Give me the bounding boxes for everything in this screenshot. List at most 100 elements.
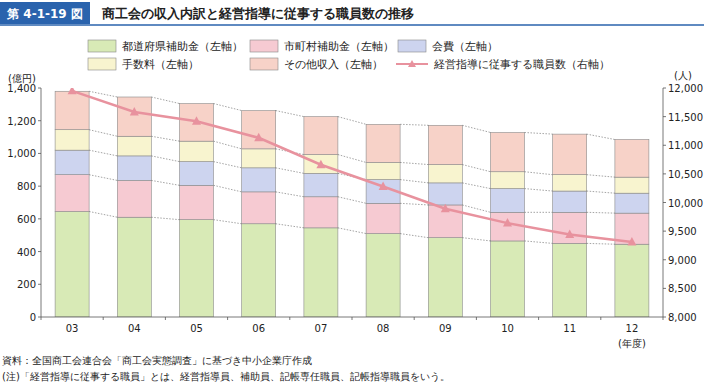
connector-line	[276, 168, 304, 174]
bar-segment	[55, 91, 89, 129]
title-rule	[0, 24, 704, 26]
bar-segment	[491, 241, 525, 317]
x-tick	[538, 317, 539, 320]
y-tick-label: 400	[17, 247, 36, 258]
y2-tick	[663, 88, 666, 89]
y2-tick-label: 9,000	[668, 255, 697, 266]
connector-line	[89, 150, 117, 156]
line-marker	[503, 218, 512, 227]
line-marker	[565, 230, 574, 239]
line-marker	[316, 160, 325, 169]
x-tick-label: 03	[66, 323, 79, 334]
line-marker	[254, 133, 263, 142]
connector-line	[462, 165, 490, 172]
legend-label: 都道府県補助金（左軸）	[122, 40, 243, 53]
legend-marker	[408, 60, 416, 67]
bar-segment	[55, 211, 89, 317]
connector-line	[151, 180, 179, 185]
y-tick	[38, 284, 41, 285]
bar-segment	[553, 175, 587, 191]
legend-label: 経営指導に従事する職員数（右軸）	[433, 58, 610, 71]
y2-tick	[663, 145, 666, 146]
bar-segment	[180, 104, 214, 142]
y-tick-label: 0	[30, 312, 36, 323]
x-tick-label: 11	[563, 323, 576, 334]
bar-segment	[615, 193, 649, 213]
note: (注)「経営指導に従事する職員」とは、経営指導員、補助員、記帳専任職員、記帳指導…	[2, 371, 450, 382]
bar-segment	[55, 130, 89, 150]
connector-line	[525, 132, 553, 134]
connector-line	[587, 175, 615, 177]
y2-tick-label: 8,500	[668, 283, 697, 294]
x-tick-label: 10	[501, 323, 514, 334]
x-tick	[414, 317, 415, 320]
x-tick-label: 12	[626, 323, 639, 334]
x-tick-label: 04	[128, 323, 141, 334]
bar-segment	[491, 212, 525, 241]
legend-swatch	[88, 58, 116, 70]
legend-label: 市町村補助金（左軸）	[284, 40, 394, 53]
bar-segment	[366, 124, 400, 162]
line-marker	[627, 237, 636, 246]
x-tick	[663, 317, 664, 320]
bar-segment	[428, 125, 462, 164]
bar-segment	[615, 244, 649, 317]
y-axis	[41, 88, 42, 317]
x-tick	[103, 317, 104, 320]
connector-line	[338, 228, 366, 234]
figure-label-box	[0, 2, 90, 24]
bar-segment	[117, 156, 151, 181]
connector-line	[151, 156, 179, 162]
legend-label: 手数料（左軸）	[122, 58, 199, 71]
connector-line	[587, 212, 615, 214]
y-tick	[38, 153, 41, 154]
legend-item: 都道府県補助金（左軸）	[88, 40, 243, 53]
bar-segment	[242, 192, 276, 224]
bar-segment	[180, 162, 214, 186]
legend-swatch	[250, 40, 278, 52]
x-tick	[289, 317, 290, 320]
x-tick-label: 07	[315, 323, 328, 334]
connector-line	[525, 212, 553, 213]
y-tick-label: 1,000	[7, 148, 36, 159]
y-tick	[38, 317, 41, 318]
y-tick-label: 1,400	[7, 83, 36, 94]
bar-segment	[117, 97, 151, 136]
line-marker	[130, 107, 139, 116]
connector-line	[462, 183, 490, 189]
line-marker	[68, 88, 77, 94]
y-tick-label: 200	[17, 279, 36, 290]
connector-line	[214, 220, 242, 224]
x-tick	[352, 317, 353, 320]
plot-area	[55, 88, 649, 317]
figure-label: 第 4-1-19 図	[6, 7, 83, 21]
bar-segment	[242, 168, 276, 192]
legend-item: 市町村補助金（左軸）	[250, 40, 394, 53]
connector-line	[151, 136, 179, 141]
connector-line	[338, 117, 366, 125]
connector-line	[89, 211, 117, 217]
legend-swatch	[250, 58, 278, 70]
title: 商工会の収入内訳と経営指導に従事する職員数の推移	[101, 6, 414, 21]
source: 資料：全国商工会連合会「商工会実態調査」に基づき中小企業庁作成	[2, 355, 312, 366]
bar-segment	[180, 141, 214, 161]
connector-line	[151, 97, 179, 104]
bar-segment	[180, 220, 214, 317]
bar-segment	[304, 155, 338, 174]
line-marker	[441, 204, 450, 213]
bar-segment	[55, 175, 89, 212]
line-marker	[379, 181, 388, 190]
legend-item: 手数料（左軸）	[88, 58, 199, 71]
connector-line	[89, 91, 117, 97]
bar-segment	[491, 132, 525, 171]
y2-tick	[663, 288, 666, 289]
legend-item: その他収入（左軸）	[250, 58, 383, 71]
y-tick	[38, 218, 41, 219]
bar-segment	[553, 243, 587, 317]
y2-tick	[663, 259, 666, 260]
connector-line	[525, 241, 553, 243]
bar-segment	[55, 150, 89, 175]
connector-line	[214, 141, 242, 149]
legend-label: その他収入（左軸）	[284, 58, 383, 71]
bar-segment	[428, 238, 462, 317]
